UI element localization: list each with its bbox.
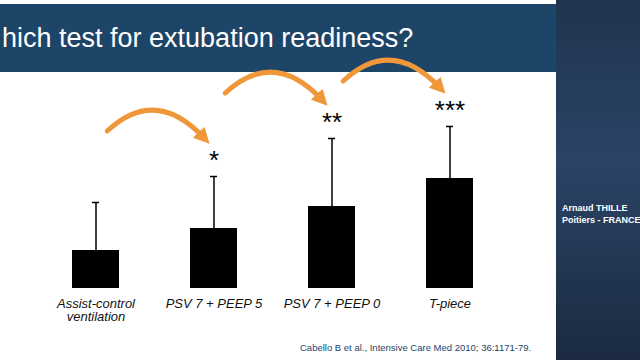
svg-text:PSV 7 + PEEP 5: PSV 7 + PEEP 5 [166, 296, 263, 311]
svg-text:Assist-controlventilation: Assist-controlventilation [56, 296, 136, 324]
svg-text:***: *** [435, 95, 465, 125]
svg-text:**: ** [322, 107, 342, 137]
html-text:hich test for extubation readi: hich test for extubation readiness? [2, 23, 414, 53]
html-text:Arnaud THILLE: Arnaud THILLE [562, 203, 628, 213]
html-text:Cabello B et al., Intensive Ca: Cabello B et al., Intensive Care Med 201… [300, 342, 532, 353]
svg-text:T-piece: T-piece [429, 296, 471, 311]
html-text:Poitiers - FRANCE: Poitiers - FRANCE [562, 215, 640, 225]
svg-text:PSV 7 + PEEP 0: PSV 7 + PEEP 0 [284, 296, 381, 311]
svg-text:*: * [209, 145, 219, 175]
